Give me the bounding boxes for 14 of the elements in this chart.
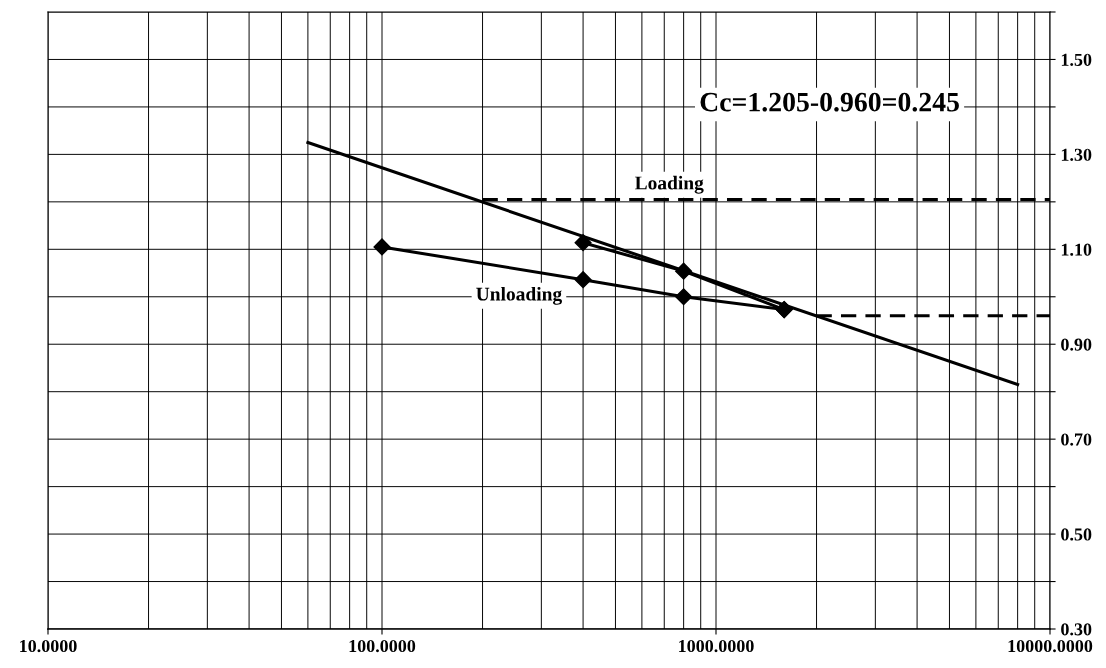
y-tick-label: 1.30 [1061, 148, 1092, 161]
y-tick-label: 0.50 [1061, 528, 1092, 541]
y-tick-label: 0.70 [1061, 433, 1092, 446]
annotation: Loading [634, 175, 704, 194]
text: 0.30 [1061, 623, 1092, 636]
y-tick-label: 0.90 [1061, 338, 1092, 351]
x-tick-label: 10000.0000 [1008, 639, 1093, 653]
y-tick-label: 1.10 [1061, 243, 1092, 256]
x-tick-label: 1000.0000 [679, 639, 754, 653]
y-tick-label: 1.50 [1061, 53, 1092, 66]
annotation: Unloading [476, 286, 562, 305]
x-tick-label: 100.0000 [349, 639, 416, 653]
x-tick-label: 10.0000 [20, 639, 77, 653]
annotation: Cc=1.205-0.960=0.245 [700, 92, 959, 112]
